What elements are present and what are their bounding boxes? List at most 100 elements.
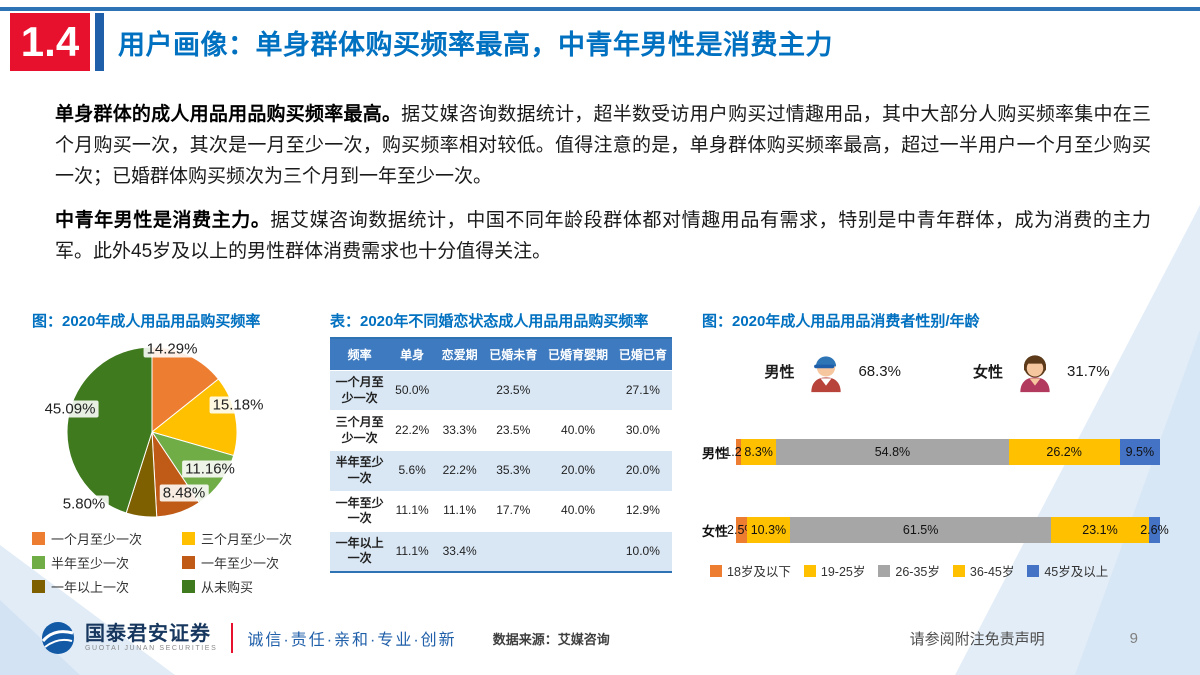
table-row-label: 半年至少一次 — [330, 450, 390, 492]
legend-swatch — [182, 580, 195, 593]
paragraph-2-lead: 中青年男性是消费主力。 — [55, 210, 271, 232]
age-bar-row: 女性 2.5% 10.3% 61.5% 23.1% 2.6% — [702, 517, 1172, 543]
company-motto: 诚信·责任·亲和·专业·创新 — [247, 632, 457, 649]
pie-value-label: 14.29% — [143, 340, 201, 358]
table-row-label: 一年以上一次 — [330, 530, 390, 572]
brand-block: 国泰君安证券 GUOTAI JUNAN SECURITIES — [85, 623, 217, 653]
pie-value-label: 8.48% — [159, 484, 209, 502]
bar-row-label: 男性 — [702, 445, 729, 461]
table-cell: 35.3% — [484, 450, 543, 492]
legend-label: 一年至少一次 — [201, 556, 280, 571]
table-row-label: 一个月至少一次 — [330, 369, 390, 411]
legend-swatch — [32, 580, 45, 593]
legend-label: 半年至少一次 — [51, 556, 130, 571]
brand-name: 国泰君安证券 — [85, 623, 211, 646]
legend-item: 一年至少一次 — [182, 553, 332, 572]
table-cell: 11.1% — [389, 490, 436, 532]
table-row: 一年以上一次 11.1% 33.4% 10.0% — [330, 530, 672, 572]
paragraph-1-rest: 据艾媒咨询数据统计，超半数受访用户购买过情趣用品，其中大部分人购买频率集中在三个… — [55, 104, 1151, 187]
table-cell — [484, 530, 543, 572]
bar-segment: 9.5% — [1119, 439, 1160, 465]
bar-row-label: 女性 — [702, 523, 729, 539]
title-accent-bar — [95, 13, 104, 71]
table-row: 半年至少一次 5.6% 22.2% 35.3% 20.0% 20.0% — [330, 450, 672, 492]
pie-chart-title: 图：2020年成人用品用品购买频率 — [32, 313, 261, 330]
legend-swatch — [803, 564, 816, 577]
table-cell: 33.4% — [435, 530, 485, 572]
legend-item: 19-25岁 — [803, 561, 866, 580]
marital-frequency-table: 频率 单身 恋爱期 已婚未育 已婚育婴期 已婚已育 一个月至少一次 50.0% 23.5% 27.… — [330, 337, 672, 573]
stacked-bar: 2.5% 10.3% 61.5% 23.1% 2.6% — [727, 517, 1169, 543]
bar-segment: 23.1% — [1051, 517, 1149, 543]
page-number: 9 — [1129, 629, 1138, 647]
pie-chart-section: 图：2020年成人用品用品购买频率 14.29% 15.18% 11.16% 8… — [32, 310, 334, 596]
table-header-row: 频率 单身 恋爱期 已婚未育 已婚育婴期 已婚已育 — [330, 338, 672, 371]
bar-segment: 2.5% — [727, 517, 756, 543]
legend-item: 18岁及以下 — [710, 561, 791, 580]
paragraph-1-lead: 单身群体的成人用品用品购买频率最高。 — [55, 104, 402, 125]
bar-segment: 61.5% — [790, 517, 1052, 543]
bar-segment-label: 61.5% — [902, 523, 939, 537]
table-cell — [435, 369, 485, 411]
pie-chart: 14.29% 15.18% 11.16% 8.48% 5.80% 45.09% — [32, 337, 334, 523]
stacked-bars: 男性 1.2% 8.3% 54.8% 26.2% 9.5% 女性 2.5% 10.3% 61.5%… — [702, 439, 1172, 543]
paragraph-2-rest: 据艾媒咨询数据统计，中国不同年龄段群体都对情趣用品有需求，特别是中青年群体，成为… — [55, 210, 1151, 263]
legend-swatch — [878, 564, 891, 577]
legend-label: 19-25岁 — [820, 565, 866, 579]
bar-segment-label: 26.2% — [1046, 445, 1082, 459]
legend-label: 36-45岁 — [969, 565, 1015, 579]
bar-segment-label: 10.3% — [750, 523, 787, 537]
paragraph-2: 中青年男性是消费主力。据艾媒咨询数据统计，中国不同年龄段群体都对情趣用品有需求，… — [55, 206, 1151, 268]
table-cell: 17.7% — [484, 490, 543, 532]
table-cell: 33.3% — [435, 410, 485, 451]
female-share-value: 31.7% — [1067, 362, 1110, 380]
table-header-cell: 恋爱期 — [435, 338, 485, 371]
male-share-value: 68.3% — [858, 362, 901, 380]
legend-label: 45岁及以上 — [1044, 565, 1109, 579]
table-cell — [542, 369, 614, 411]
table-title: 表：2020年不同婚恋状态成人用品用品购买频率 — [330, 313, 649, 330]
body-text: 单身群体的成人用品用品购买频率最高。据艾媒咨询数据统计，超半数受访用户购买过情趣… — [55, 100, 1151, 268]
table-row-label: 三个月至少一次 — [330, 410, 390, 451]
pie-value-label: 11.16% — [182, 460, 238, 478]
age-legend: 18岁及以下 19-25岁 26-35岁 36-45岁 45岁及以上 — [702, 561, 1172, 580]
table-cell: 12.9% — [613, 490, 672, 532]
pie-legend: 一个月至少一次 三个月至少一次 半年至少一次 一年至少一次 一年以上一次 从未购买 — [32, 529, 334, 596]
table-header-cell: 单身 — [389, 338, 436, 371]
table-cell: 5.6% — [389, 450, 436, 492]
female-avatar-icon — [1020, 355, 1050, 393]
pie-value-label: 15.18% — [209, 396, 267, 414]
table-cell: 11.1% — [435, 490, 485, 532]
bar-segment: 8.3% — [741, 439, 777, 465]
legend-swatch — [32, 556, 45, 569]
legend-item: 从未购买 — [182, 577, 332, 596]
table-cell: 11.1% — [389, 530, 436, 572]
table-row-label: 一年至少一次 — [330, 490, 390, 532]
female-label: 女性 — [973, 363, 1004, 381]
bar-segment-label: 8.3% — [744, 445, 773, 459]
bar-segment-label: 54.8% — [874, 445, 911, 459]
legend-item: 半年至少一次 — [32, 553, 182, 572]
legend-label: 一个月至少一次 — [51, 532, 143, 547]
legend-item: 三个月至少一次 — [182, 529, 332, 548]
age-bar-row: 男性 1.2% 8.3% 54.8% 26.2% 9.5% — [702, 439, 1172, 465]
disclaimer-note: 请参阅附注免责声明 — [909, 630, 1045, 648]
table-row: 一个月至少一次 50.0% 23.5% 27.1% — [330, 369, 672, 411]
bar-segment: 26.2% — [1008, 439, 1120, 465]
table-cell — [542, 530, 614, 572]
table-cell: 30.0% — [613, 410, 672, 451]
legend-item: 45岁及以上 — [1027, 561, 1108, 580]
table-row: 三个月至少一次 22.2% 33.3% 23.5% 40.0% 30.0% — [330, 410, 672, 451]
table-header-cell: 已婚已育 — [613, 338, 672, 371]
table-cell: 23.5% — [484, 369, 543, 411]
legend-swatch — [182, 556, 195, 569]
pie-value-label: 5.80% — [59, 495, 109, 513]
legend-swatch — [182, 532, 195, 545]
legend-swatch — [1027, 564, 1040, 577]
data-source: 数据来源：艾媒咨询 — [492, 631, 610, 647]
bar-segment-label: 2.6% — [1140, 523, 1169, 537]
marital-table-section: 表：2020年不同婚恋状态成人用品用品购买频率 频率 单身 恋爱期 已婚未育 已婚育婴期… — [330, 310, 675, 573]
table-cell: 40.0% — [542, 490, 614, 532]
legend-swatch — [952, 564, 965, 577]
table-header-cell: 已婚未育 — [484, 338, 543, 371]
